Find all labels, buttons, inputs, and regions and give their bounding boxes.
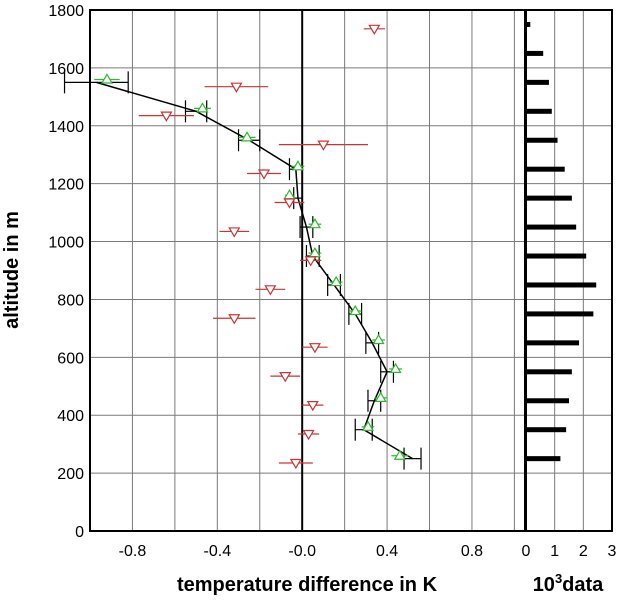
main-plot-series — [63, 24, 422, 470]
bar-x-axis-title: 103data — [533, 571, 604, 596]
data-count-bar — [526, 166, 565, 172]
bar-x-axis-title-base: 10 — [533, 574, 555, 596]
triangle-up-marker — [283, 189, 296, 200]
triangle-down-marker — [264, 285, 277, 296]
data-count-bar — [526, 137, 558, 143]
data-count-bar — [526, 456, 561, 462]
data-count-bar — [526, 340, 580, 346]
y-tick-label: 400 — [57, 408, 84, 425]
triangle-down-marker — [289, 458, 302, 470]
data-count-bar — [526, 311, 594, 317]
data-count-bar — [526, 79, 549, 85]
data-count-bar — [526, 398, 569, 404]
bar-x-tick-label: 3 — [608, 543, 617, 560]
triangle-down-marker — [368, 24, 381, 35]
triangle-down-marker — [283, 198, 296, 209]
data-count-bar — [526, 21, 531, 27]
main-plot-grid — [89, 9, 525, 532]
data-count-bar — [526, 369, 572, 375]
bar-plot-frame — [525, 9, 613, 532]
triangle-down-marker — [279, 372, 292, 383]
triangle-down-marker — [306, 400, 319, 412]
data-count-bar — [526, 253, 587, 259]
triangle-up-marker — [361, 420, 375, 431]
x-tick-label: -0.0 — [288, 543, 316, 560]
x-tick-label: -0.4 — [204, 543, 232, 560]
mean-profile-line — [96, 81, 413, 460]
data-count-bar — [526, 108, 552, 114]
y-axis-title: altitude in m — [1, 211, 23, 329]
triangle-down-marker — [228, 227, 241, 238]
bar-plot-grid — [525, 9, 613, 532]
bar-x-axis-title-rest: data — [562, 574, 604, 596]
triangle-up-marker — [330, 275, 343, 287]
data-count-bar — [526, 427, 567, 433]
triangle-up-marker — [374, 391, 387, 402]
triangle-up-marker — [308, 218, 321, 229]
triangle-down-marker — [230, 82, 243, 93]
x-tick-label: 0.4 — [376, 543, 398, 560]
triangle-down-marker — [160, 111, 173, 122]
triangle-up-marker — [240, 131, 254, 142]
data-count-bar — [526, 224, 577, 230]
data-count-bar — [526, 50, 544, 56]
y-tick-label: 200 — [57, 466, 84, 483]
triangle-up-marker — [291, 160, 305, 171]
bar-x-tick-label: 1 — [550, 543, 559, 560]
x-tick-label: 0.8 — [461, 543, 483, 560]
data-count-bar — [526, 195, 572, 201]
triangle-up-marker — [349, 304, 362, 316]
y-tick-label: 1200 — [48, 177, 84, 194]
main-plot-frame — [89, 9, 526, 532]
y-tick-label: 1800 — [48, 3, 84, 20]
plot-frames — [89, 9, 613, 532]
data-count-bar — [526, 282, 597, 288]
triangle-up-marker — [393, 449, 406, 460]
triangle-down-marker — [308, 343, 321, 354]
triangle-down-marker — [317, 140, 330, 151]
y-tick-label: 800 — [57, 292, 84, 309]
triangle-down-marker — [302, 429, 315, 441]
triangle-down-marker — [228, 314, 241, 325]
bar-x-axis-title-sup: 3 — [555, 571, 562, 586]
x-tick-label: -0.8 — [119, 543, 147, 560]
tick-labels: 0 200 400 600 800 1000 1200 1400 1600 1800 -0.8 -0.… — [48, 3, 616, 560]
triangle-down-marker — [304, 256, 317, 267]
bar-plot-bars — [526, 21, 597, 462]
triangle-up-marker — [196, 102, 209, 113]
triangle-up-marker — [100, 73, 114, 84]
y-tick-label: 600 — [57, 350, 84, 367]
y-tick-label: 1600 — [48, 61, 84, 78]
x-axis-title: temperature difference in K — [177, 574, 438, 596]
y-tick-label: 1400 — [48, 119, 84, 136]
bar-x-tick-label: 2 — [579, 543, 588, 560]
y-tick-label: 0 — [75, 524, 84, 541]
y-tick-label: 1000 — [48, 235, 84, 252]
bar-x-tick-label: 0 — [522, 543, 531, 560]
triangle-up-marker — [372, 333, 385, 345]
triangle-up-marker — [389, 362, 402, 374]
triangle-down-marker — [257, 169, 271, 180]
